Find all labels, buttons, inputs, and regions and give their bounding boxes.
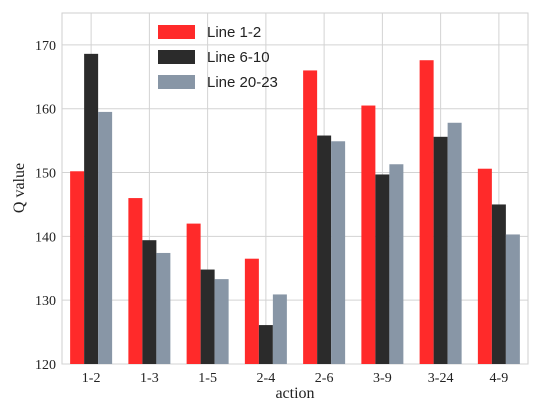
x-tick-labels: 1-2 1-3 1-5 2-4 2-6 3-9 3-24 4-9 — [82, 371, 508, 386]
bar — [331, 141, 346, 364]
y-tick-labels: 120 130 140 150 160 170 — [35, 39, 56, 373]
bars — [70, 53, 520, 365]
legend-swatch — [158, 50, 195, 64]
bar — [361, 105, 376, 364]
bar — [389, 164, 404, 364]
bar — [477, 168, 492, 364]
bar — [258, 325, 273, 364]
bar — [98, 111, 113, 364]
legend-label: Line 1-2 — [207, 24, 261, 41]
y-tick-label: 160 — [35, 103, 56, 118]
bar — [156, 252, 171, 364]
y-tick-label: 140 — [35, 230, 56, 245]
x-tick-label: 4-9 — [490, 371, 509, 386]
bar — [447, 122, 462, 364]
bar — [200, 269, 215, 364]
bar — [303, 70, 318, 364]
bar — [272, 294, 287, 364]
x-tick-label: 1-3 — [140, 371, 159, 386]
y-axis-title: Q value — [11, 163, 28, 213]
x-tick-label: 2-6 — [315, 371, 334, 386]
y-tick-label: 120 — [35, 358, 56, 373]
bar — [244, 258, 259, 364]
legend-label: Line 20-23 — [207, 74, 278, 91]
y-tick-label: 130 — [35, 294, 56, 309]
legend-swatch — [158, 75, 195, 89]
bar — [214, 279, 229, 364]
bar — [375, 174, 390, 364]
bar — [419, 60, 434, 364]
bar — [433, 136, 448, 364]
bar — [491, 204, 506, 364]
legend-label: Line 6-10 — [207, 49, 270, 66]
bar — [142, 240, 157, 364]
y-tick-label: 150 — [35, 167, 56, 182]
x-tick-label: 3-9 — [373, 371, 392, 386]
y-tick-label: 170 — [35, 39, 56, 54]
x-axis-title: action — [275, 385, 314, 402]
x-tick-label: 3-24 — [428, 371, 454, 386]
x-tick-label: 2-4 — [257, 371, 276, 386]
bar — [84, 53, 99, 365]
bar — [317, 135, 332, 364]
x-tick-label: 1-5 — [198, 371, 217, 386]
bar — [186, 223, 201, 364]
bar — [70, 171, 85, 364]
legend-swatch — [158, 25, 195, 39]
x-tick-label: 1-2 — [82, 371, 101, 386]
bar — [128, 198, 143, 364]
legend: Line 1-2 Line 6-10 Line 20-23 — [158, 24, 278, 91]
bar — [505, 234, 520, 364]
